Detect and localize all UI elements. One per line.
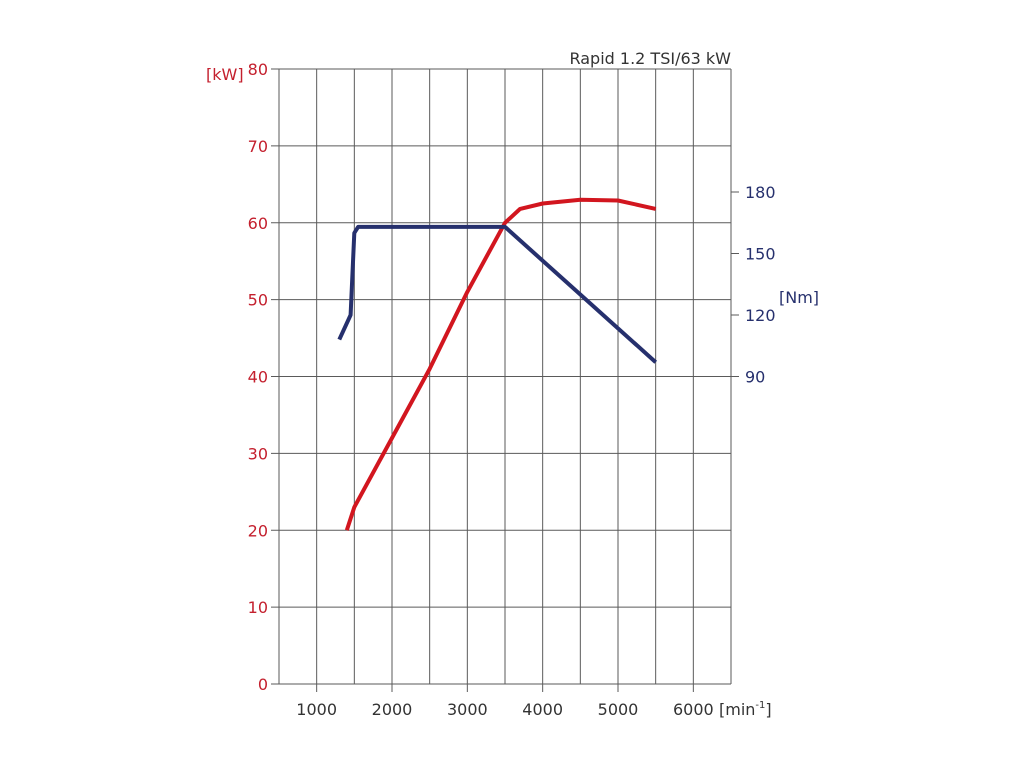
left-axis-tick-label: 20	[248, 521, 268, 540]
x-axis-tick-label: 6000	[673, 700, 714, 719]
grid	[271, 68, 739, 692]
x-axis-tick-label: 2000	[372, 700, 413, 719]
left-axis-tick-label: 50	[248, 291, 268, 310]
x-axis-tick-label: 1000	[296, 700, 337, 719]
x-axis-tick-label: 5000	[598, 700, 639, 719]
right-axis-tick-label: 90	[745, 368, 765, 387]
torque-curve	[337, 224, 658, 364]
left-axis-tick-label: 40	[248, 368, 268, 387]
right-axis-tick-label: 150	[745, 245, 776, 264]
left-axis-tick-label: 0	[258, 675, 268, 694]
x-axis-tick-label: 4000	[522, 700, 563, 719]
left-axis-tick-label: 80	[248, 60, 268, 79]
axis-labels: Rapid 1.2 TSI/63 kW [kW] [Nm] [min-1] 0 1…	[206, 49, 819, 719]
x-axis-unit-label: [min-1]	[719, 700, 772, 719]
left-axis-unit-label: [kW]	[206, 65, 244, 84]
left-axis-tick-label: 30	[248, 444, 268, 463]
x-axis-unit-superscript: -1	[755, 700, 765, 711]
chart-title: Rapid 1.2 TSI/63 kW	[569, 49, 731, 68]
left-axis-tick-label: 60	[248, 214, 268, 233]
right-axis-tick-label: 120	[745, 306, 776, 325]
right-axis-tick-label: 180	[745, 183, 776, 202]
power-curve	[344, 197, 657, 531]
left-axis-tick-label: 10	[248, 598, 268, 617]
right-axis-unit-label: [Nm]	[779, 288, 819, 307]
x-axis-unit-text: [min	[719, 700, 755, 719]
x-axis-unit-close: ]	[765, 700, 771, 719]
series-lines	[337, 197, 658, 531]
left-axis-tick-label: 70	[248, 137, 268, 156]
x-axis-tick-label: 3000	[447, 700, 488, 719]
